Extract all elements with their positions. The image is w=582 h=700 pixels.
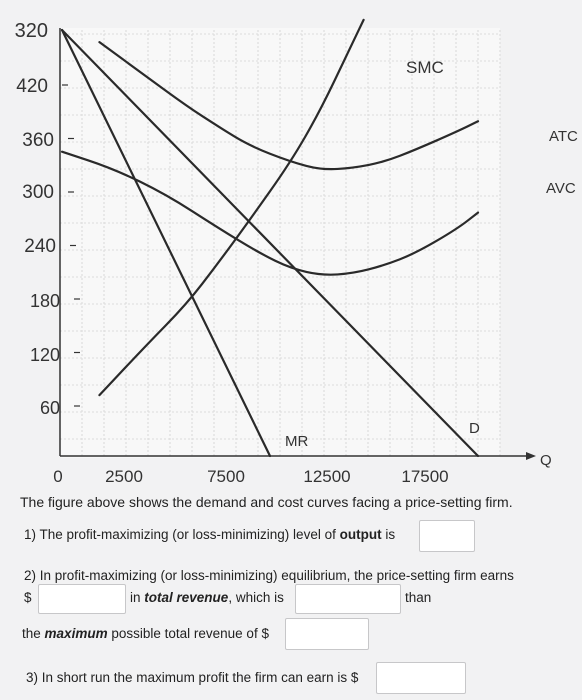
than-label: than	[405, 590, 432, 605]
series-label-avc: AVC	[546, 180, 576, 197]
mid-suffix: , which is	[228, 590, 284, 605]
x-axis-arrow-icon	[526, 452, 536, 460]
chart-curves	[60, 18, 480, 458]
series-label-d: D	[469, 420, 480, 437]
output-bold: output	[339, 527, 382, 542]
line3-emph: maximum	[44, 626, 108, 641]
x-tick-label: 12500	[303, 467, 350, 486]
comparison-input[interactable]	[295, 584, 401, 614]
chart-labels: 320 420 360 300 240 180 120 60 0 2500 7500 12500 175…	[15, 20, 578, 486]
curve-d	[60, 28, 480, 458]
x-tick-label: 17500	[401, 467, 448, 486]
question-3: 3) In short run the maximum profit the f…	[26, 670, 359, 685]
y-tick-label: 320	[15, 20, 48, 42]
max-profit-input[interactable]	[376, 662, 466, 694]
axis-ticks	[59, 28, 536, 460]
y-tick-label: 60	[40, 398, 60, 418]
x-tick-label: 2500	[105, 467, 143, 486]
y-tick-label: 120	[30, 345, 60, 365]
cost-revenue-chart: 320 420 360 300 240 180 120 60 0 2500 7500 12500 175…	[15, 18, 578, 486]
x-tick-label: 0	[53, 467, 62, 486]
y-tick-label: 360	[22, 130, 54, 151]
series-label-atc: ATC	[549, 128, 578, 145]
question-2-line1: 2) In profit-maximizing (or loss-minimiz…	[24, 568, 514, 583]
question-1: 1) The profit-maximizing (or loss-minimi…	[24, 527, 395, 542]
x-axis-label: Q	[540, 452, 552, 469]
mid-emph: total revenue	[144, 590, 229, 605]
chart-grid	[59, 30, 501, 456]
question-1-text: 1) The profit-maximizing (or loss-minimi…	[24, 527, 396, 542]
max-total-revenue-input[interactable]	[285, 618, 369, 650]
question-2-line3: the maximum possible total revenue of $	[22, 626, 269, 641]
series-label-mr: MR	[285, 433, 308, 450]
mid-prefix: in	[130, 590, 141, 605]
line3-prefix: the	[22, 626, 41, 641]
y-tick-label: 420	[16, 76, 48, 97]
dollar-sign: $	[24, 590, 32, 605]
output-answer-input[interactable]	[419, 520, 475, 552]
total-revenue-input[interactable]	[38, 584, 126, 614]
question-2-mid: in total revenue, which is	[130, 590, 284, 605]
curve-avc	[60, 150, 480, 276]
line3-suffix: possible total revenue of $	[111, 626, 269, 641]
curve-smc	[98, 18, 365, 397]
y-tick-label: 300	[22, 182, 54, 203]
y-tick-label: 180	[30, 291, 60, 311]
curve-mr	[60, 28, 272, 458]
series-label-smc: SMC	[406, 58, 444, 77]
y-tick-label: 240	[24, 236, 56, 257]
curve-atc	[98, 41, 480, 171]
x-tick-label: 7500	[207, 467, 245, 486]
